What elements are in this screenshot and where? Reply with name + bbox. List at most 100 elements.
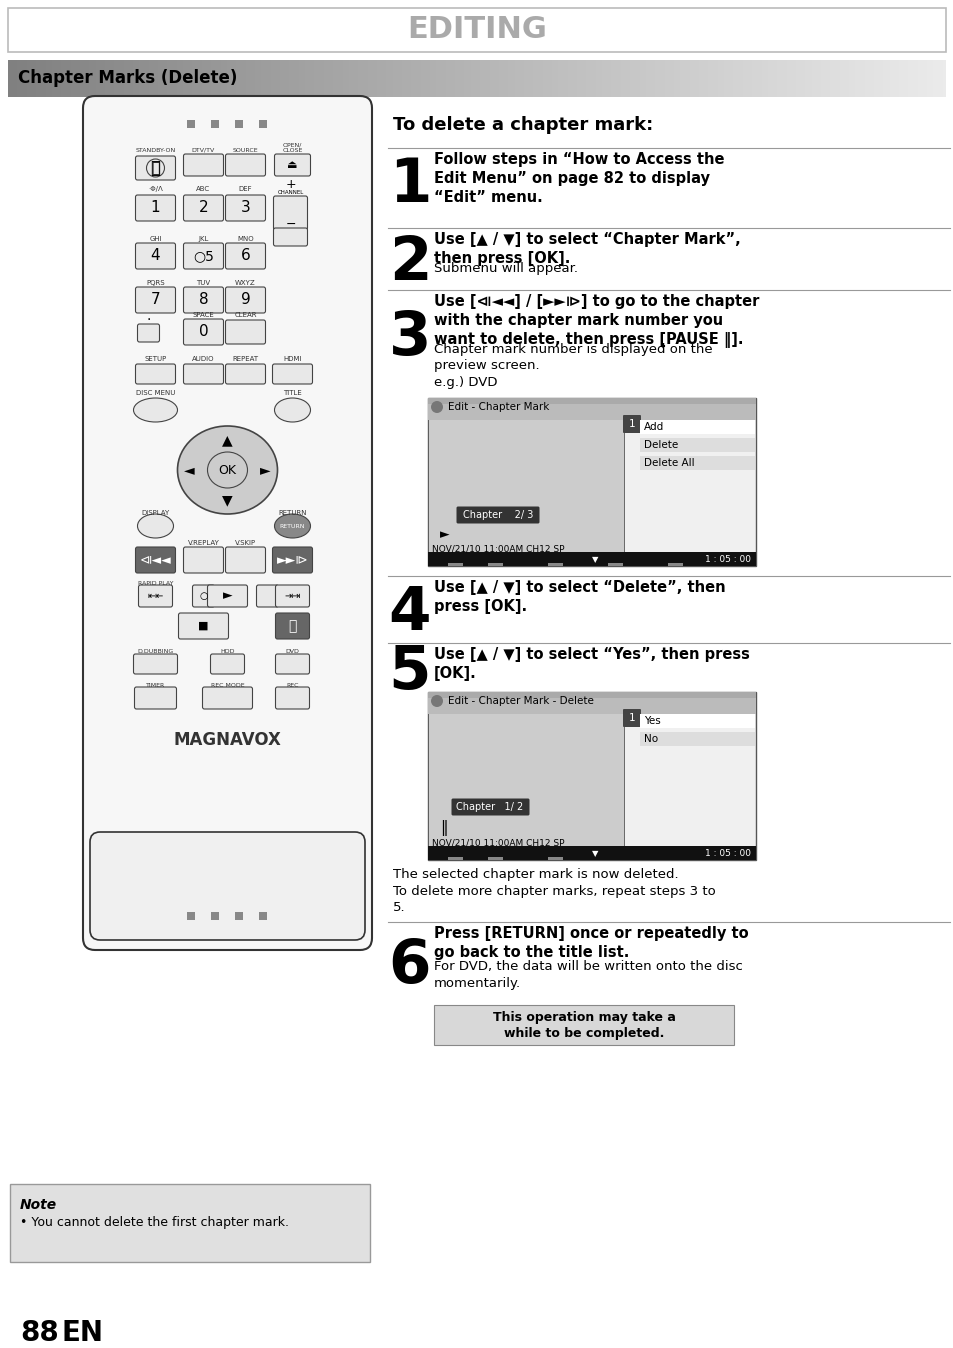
Bar [114, 61, 117, 97]
Bar [673, 61, 677, 97]
Bar [428, 398, 755, 566]
Bar [689, 61, 692, 97]
Bar [839, 61, 841, 97]
Text: Edit - Chapter Mark - Delete: Edit - Chapter Mark - Delete [448, 696, 594, 706]
FancyBboxPatch shape [275, 613, 309, 639]
Bar [212, 913, 219, 919]
FancyBboxPatch shape [183, 319, 223, 345]
Text: ▼: ▼ [222, 493, 233, 507]
Bar [461, 61, 464, 97]
Bar [305, 61, 308, 97]
Bar [39, 61, 42, 97]
Bar [428, 398, 755, 417]
Bar [570, 61, 574, 97]
Text: ⏸: ⏸ [288, 619, 296, 634]
Text: 4: 4 [388, 585, 431, 643]
Bar [547, 563, 562, 566]
FancyBboxPatch shape [622, 709, 640, 727]
Bar [95, 61, 98, 97]
Bar [245, 61, 249, 97]
Bar [892, 61, 895, 97]
Bar [139, 61, 142, 97]
Bar [224, 61, 227, 97]
Bar [127, 61, 130, 97]
Bar [523, 61, 526, 97]
Text: V.SKIP: V.SKIP [234, 541, 255, 546]
Bar [789, 61, 792, 97]
Bar [323, 61, 327, 97]
Bar [695, 61, 699, 97]
Bar [826, 61, 829, 97]
Bar [420, 61, 423, 97]
Bar [488, 857, 502, 860]
Bar [692, 61, 695, 97]
Bar [80, 61, 83, 97]
Bar [217, 61, 220, 97]
Ellipse shape [177, 426, 277, 514]
Bar [212, 120, 219, 128]
Text: Delete: Delete [643, 439, 678, 450]
Bar [120, 61, 124, 97]
Text: 1 : 05 : 00: 1 : 05 : 00 [704, 848, 750, 857]
Bar [274, 61, 276, 97]
Bar [434, 1006, 733, 1045]
Bar [61, 61, 64, 97]
Bar [467, 61, 470, 97]
Text: ABC: ABC [196, 186, 211, 191]
FancyBboxPatch shape [133, 654, 177, 674]
Text: OK: OK [218, 464, 236, 476]
Text: SETUP: SETUP [144, 356, 167, 363]
Bar [517, 61, 520, 97]
Circle shape [147, 159, 164, 177]
Bar [836, 61, 839, 97]
FancyBboxPatch shape [225, 243, 265, 270]
Bar [24, 61, 27, 97]
Bar [807, 61, 811, 97]
Bar [439, 61, 442, 97]
Text: Use [▲ / ▼] to select “Delete”, then
press [OK].: Use [▲ / ▼] to select “Delete”, then pre… [434, 580, 725, 615]
Bar [430, 61, 433, 97]
Bar [367, 61, 371, 97]
Ellipse shape [274, 514, 310, 538]
FancyBboxPatch shape [256, 585, 278, 607]
Bar [795, 61, 799, 97]
Bar [648, 61, 652, 97]
Bar [748, 61, 751, 97]
Bar [895, 61, 898, 97]
FancyBboxPatch shape [135, 364, 175, 384]
FancyBboxPatch shape [225, 319, 265, 344]
Bar [639, 714, 754, 728]
Bar [102, 61, 105, 97]
Bar [98, 61, 102, 97]
FancyBboxPatch shape [90, 832, 365, 940]
Bar [136, 61, 139, 97]
Bar [530, 61, 533, 97]
Bar [227, 61, 230, 97]
Bar [342, 61, 345, 97]
Bar [158, 61, 161, 97]
Text: ⇤⇤: ⇤⇤ [147, 590, 164, 601]
Text: Follow steps in “How to Access the
Edit Menu” on page 82 to display
“Edit” menu.: Follow steps in “How to Access the Edit … [434, 152, 723, 205]
FancyBboxPatch shape [275, 687, 309, 709]
Bar [428, 847, 755, 860]
Bar [686, 61, 689, 97]
Bar [349, 61, 352, 97]
Bar [383, 61, 386, 97]
Bar [536, 61, 539, 97]
Bar [470, 61, 474, 97]
Text: MNO: MNO [237, 236, 253, 243]
FancyBboxPatch shape [225, 287, 265, 313]
Bar [736, 61, 739, 97]
Bar [230, 61, 233, 97]
Bar [171, 61, 173, 97]
Bar [448, 563, 462, 566]
Bar [841, 61, 845, 97]
Bar [283, 61, 286, 97]
Bar [428, 710, 623, 857]
Bar [939, 61, 942, 97]
Text: ⏏: ⏏ [287, 160, 297, 170]
Bar [486, 61, 489, 97]
Bar [861, 61, 863, 97]
Bar [189, 61, 193, 97]
Text: Submenu will appear.: Submenu will appear. [434, 262, 578, 275]
